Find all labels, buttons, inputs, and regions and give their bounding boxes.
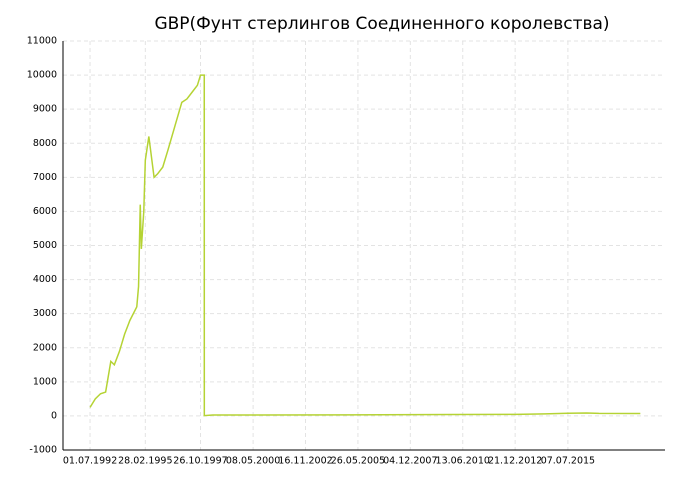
x-tick-label: 28.02.1995 — [118, 456, 172, 467]
y-tick-label: -1000 — [29, 445, 57, 456]
chart-title: GBP(Фунт стерлингов Соединенного королев… — [154, 14, 609, 34]
y-tick-label: 1000 — [33, 376, 57, 387]
y-tick-label: 3000 — [33, 308, 57, 319]
y-tick-label: 0 — [51, 410, 57, 421]
x-tick-label: 07.07.2015 — [541, 456, 595, 467]
x-tick-label: 13.06.2010 — [436, 456, 490, 467]
y-tick-label: 5000 — [33, 240, 57, 251]
line — [89, 74, 641, 417]
y-tick-label: 10000 — [27, 70, 57, 81]
y-tick-label: 4000 — [33, 274, 57, 285]
y-tick-label: 6000 — [33, 206, 57, 217]
x-tick-label: 01.07.1992 — [63, 456, 117, 467]
y-tick-label: 9000 — [33, 104, 57, 115]
y-tick-label: 11000 — [27, 36, 57, 47]
x-tick-label: 26.05.2005 — [331, 456, 385, 467]
y-tick-label: 8000 — [33, 138, 57, 149]
x-tick-label: 21.12.2012 — [488, 456, 542, 467]
x-tick-label: 26.10.1997 — [173, 456, 227, 467]
x-tick-label: 16.11.2002 — [278, 456, 332, 467]
x-tick-label: 08.05.2000 — [226, 456, 280, 467]
y-tick-label: 7000 — [33, 172, 57, 183]
y-tick-label: 2000 — [33, 342, 57, 353]
x-tick-label: 04.12.2007 — [383, 456, 437, 467]
